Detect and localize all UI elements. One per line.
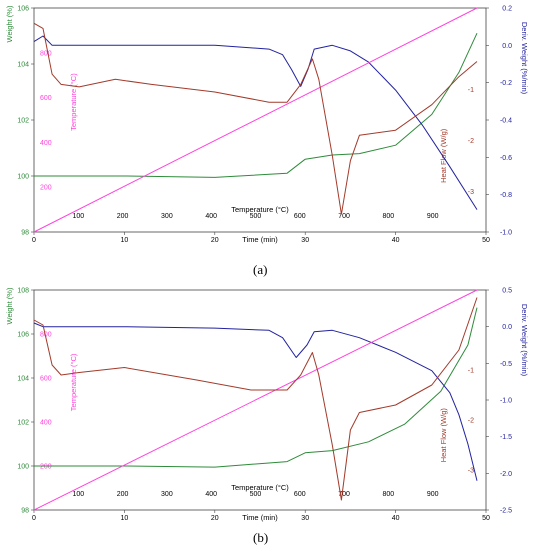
temperature-tick-label: 400 <box>205 213 217 220</box>
temperature-tick-label: 100 <box>72 491 84 498</box>
panel-label-b: (b) <box>253 530 269 545</box>
temperature-tick-label: 900 <box>427 213 439 220</box>
weight-tick-label: 98 <box>21 508 29 515</box>
weight-tick-label: 104 <box>17 62 29 69</box>
deriv-weight-curve <box>33 322 478 481</box>
temperature-left-axis-label: Temperature (°C) <box>69 73 78 131</box>
heatflow-tick-label: -3 <box>468 189 474 196</box>
weight-tick-label: 100 <box>17 464 29 471</box>
temperature-axis-label: Temperature (°C) <box>231 483 289 492</box>
temperature-tick-label: 300 <box>161 491 173 498</box>
deriv-weight-curve <box>33 35 478 210</box>
deriv-tick-label: -1.5 <box>500 434 512 441</box>
time-tick-label: 20 <box>211 237 219 244</box>
heatflow-tick-label: -2 <box>468 138 474 145</box>
time-tick-label: 40 <box>392 515 400 522</box>
time-tick-label: 50 <box>482 237 490 244</box>
temperature-left-tick-label: 200 <box>40 185 52 192</box>
weight-tick-label: 106 <box>17 332 29 339</box>
temperature-tick-label: 800 <box>383 491 395 498</box>
heatflow-tick-label: -2 <box>468 418 474 425</box>
panel-label-a: (a) <box>253 262 268 277</box>
temperature-tick-label: 200 <box>117 491 129 498</box>
weight-axis-label: Weight (%) <box>5 287 14 324</box>
temperature-tick-label: 900 <box>427 491 439 498</box>
heat-flow-curve <box>33 22 478 215</box>
weight-tick-label: 102 <box>17 118 29 125</box>
time-tick-label: 30 <box>301 237 309 244</box>
plot-frame <box>33 289 487 511</box>
weight-tick-label: 104 <box>17 376 29 383</box>
deriv-tick-label: 0.0 <box>502 324 512 331</box>
deriv-tick-label: -0.4 <box>500 118 512 125</box>
temperature-left-tick-label: 200 <box>40 464 52 471</box>
time-tick-label: 0 <box>32 515 36 522</box>
temperature-tick-label: 100 <box>72 213 84 220</box>
temperature-tick-label: 600 <box>294 213 306 220</box>
temperature-left-tick-label: 400 <box>40 420 52 427</box>
temperature-curve <box>33 289 478 511</box>
deriv-tick-label: 0.5 <box>502 288 512 295</box>
time-tick-label: 10 <box>121 515 129 522</box>
temperature-tick-label: 600 <box>294 491 306 498</box>
heatflow-axis-label: Heat Flow (W/g) <box>439 408 448 463</box>
time-tick-label: 10 <box>121 237 129 244</box>
weight-tick-label: 100 <box>17 174 29 181</box>
weight-tick-label: 108 <box>17 288 29 295</box>
deriv-tick-label: -0.6 <box>500 155 512 162</box>
deriv-axis-label: Deriv. Weight (%/min) <box>520 22 529 95</box>
deriv-axis-label: Deriv. Weight (%/min) <box>520 304 529 377</box>
temperature-left-tick-label: 800 <box>40 50 52 57</box>
heat-flow-curve <box>33 297 478 501</box>
weight-curve <box>34 307 478 468</box>
weight-tick-label: 102 <box>17 420 29 427</box>
temperature-tick-label: 700 <box>338 213 350 220</box>
temperature-tick-label: 400 <box>205 491 217 498</box>
weight-curve <box>34 32 478 178</box>
temperature-curve <box>33 7 478 233</box>
temperature-tick-label: 500 <box>250 213 262 220</box>
temperature-tick-label: 200 <box>117 213 129 220</box>
temperature-left-tick-label: 400 <box>40 140 52 147</box>
time-tick-label: 40 <box>392 237 400 244</box>
time-tick-label: 30 <box>301 515 309 522</box>
time-tick-label: 0 <box>32 237 36 244</box>
deriv-tick-label: 0.2 <box>502 6 512 13</box>
heatflow-tick-label: -1 <box>468 368 474 375</box>
temperature-tick-label: 700 <box>338 491 350 498</box>
time-tick-label: 20 <box>211 515 219 522</box>
heatflow-tick-label: -3 <box>468 468 474 475</box>
time-tick-label: 50 <box>482 515 490 522</box>
heatflow-tick-label: -1 <box>468 87 474 94</box>
deriv-tick-label: -2.0 <box>500 471 512 478</box>
temperature-left-tick-label: 600 <box>40 376 52 383</box>
deriv-tick-label: -0.8 <box>500 192 512 199</box>
temperature-left-axis-label: Temperature (°C) <box>69 353 78 411</box>
temperature-left-tick-label: 800 <box>40 332 52 339</box>
temperature-left-tick-label: 600 <box>40 95 52 102</box>
time-axis-label: Time (min) <box>242 235 278 244</box>
heatflow-axis-label: Heat Flow (W/g) <box>439 128 448 183</box>
deriv-tick-label: -0.2 <box>500 80 512 87</box>
temperature-axis-label: Temperature (°C) <box>231 205 289 214</box>
temperature-tick-label: 500 <box>250 491 262 498</box>
deriv-tick-label: -1.0 <box>500 398 512 405</box>
deriv-tick-label: -0.5 <box>500 361 512 368</box>
time-axis-label: Time (min) <box>242 513 278 522</box>
weight-axis-label: Weight (%) <box>5 5 14 42</box>
temperature-tick-label: 800 <box>383 213 395 220</box>
deriv-tick-label: -1.0 <box>500 230 512 237</box>
weight-tick-label: 106 <box>17 6 29 13</box>
deriv-tick-label: 0.0 <box>502 43 512 50</box>
temperature-tick-label: 300 <box>161 213 173 220</box>
deriv-tick-label: -2.5 <box>500 508 512 515</box>
weight-tick-label: 98 <box>21 230 29 237</box>
